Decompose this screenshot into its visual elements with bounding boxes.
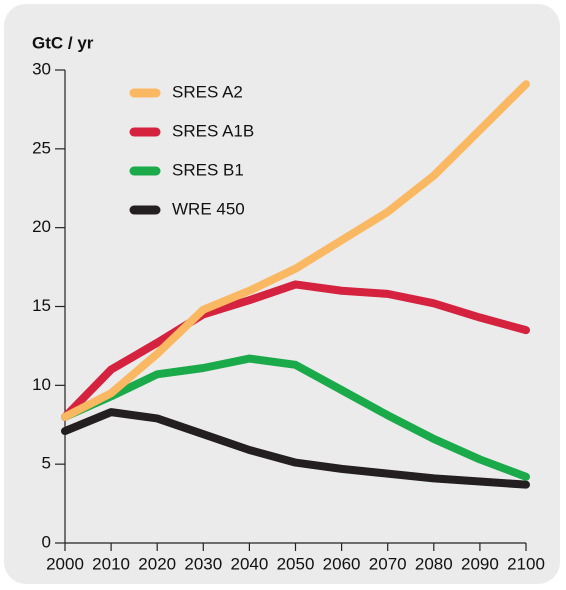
legend-label: SRES A2 <box>172 82 243 101</box>
panel <box>4 4 560 584</box>
y-tick-label: 0 <box>42 532 51 551</box>
series-line <box>61 408 530 489</box>
x-tick-label: 2020 <box>138 554 176 573</box>
x-tick-label: 2050 <box>277 554 315 573</box>
x-tick-label: 2070 <box>369 554 407 573</box>
x-tick-label: 2100 <box>507 554 545 573</box>
legend-label: SRES A1B <box>172 121 254 140</box>
y-tick-label: 20 <box>32 217 51 236</box>
y-tick-label: 5 <box>42 454 51 473</box>
x-tick-label: 2090 <box>461 554 499 573</box>
x-tick-label: 2040 <box>230 554 268 573</box>
x-tick-label: 2030 <box>184 554 222 573</box>
legend-label: WRE 450 <box>172 199 245 218</box>
series-line <box>61 354 530 481</box>
series-line <box>61 80 530 421</box>
y-axis-label: GtC / yr <box>32 33 94 52</box>
x-tick-label: 2010 <box>92 554 130 573</box>
y-tick-label: 10 <box>32 375 51 394</box>
x-tick-label: 2080 <box>415 554 453 573</box>
y-tick-label: 15 <box>32 296 51 315</box>
legend-label: SRES B1 <box>172 160 244 179</box>
y-tick-label: 25 <box>32 138 51 157</box>
x-tick-label: 2000 <box>46 554 84 573</box>
y-tick-label: 30 <box>32 59 51 78</box>
series-line <box>61 280 530 421</box>
x-tick-label: 2060 <box>323 554 361 573</box>
